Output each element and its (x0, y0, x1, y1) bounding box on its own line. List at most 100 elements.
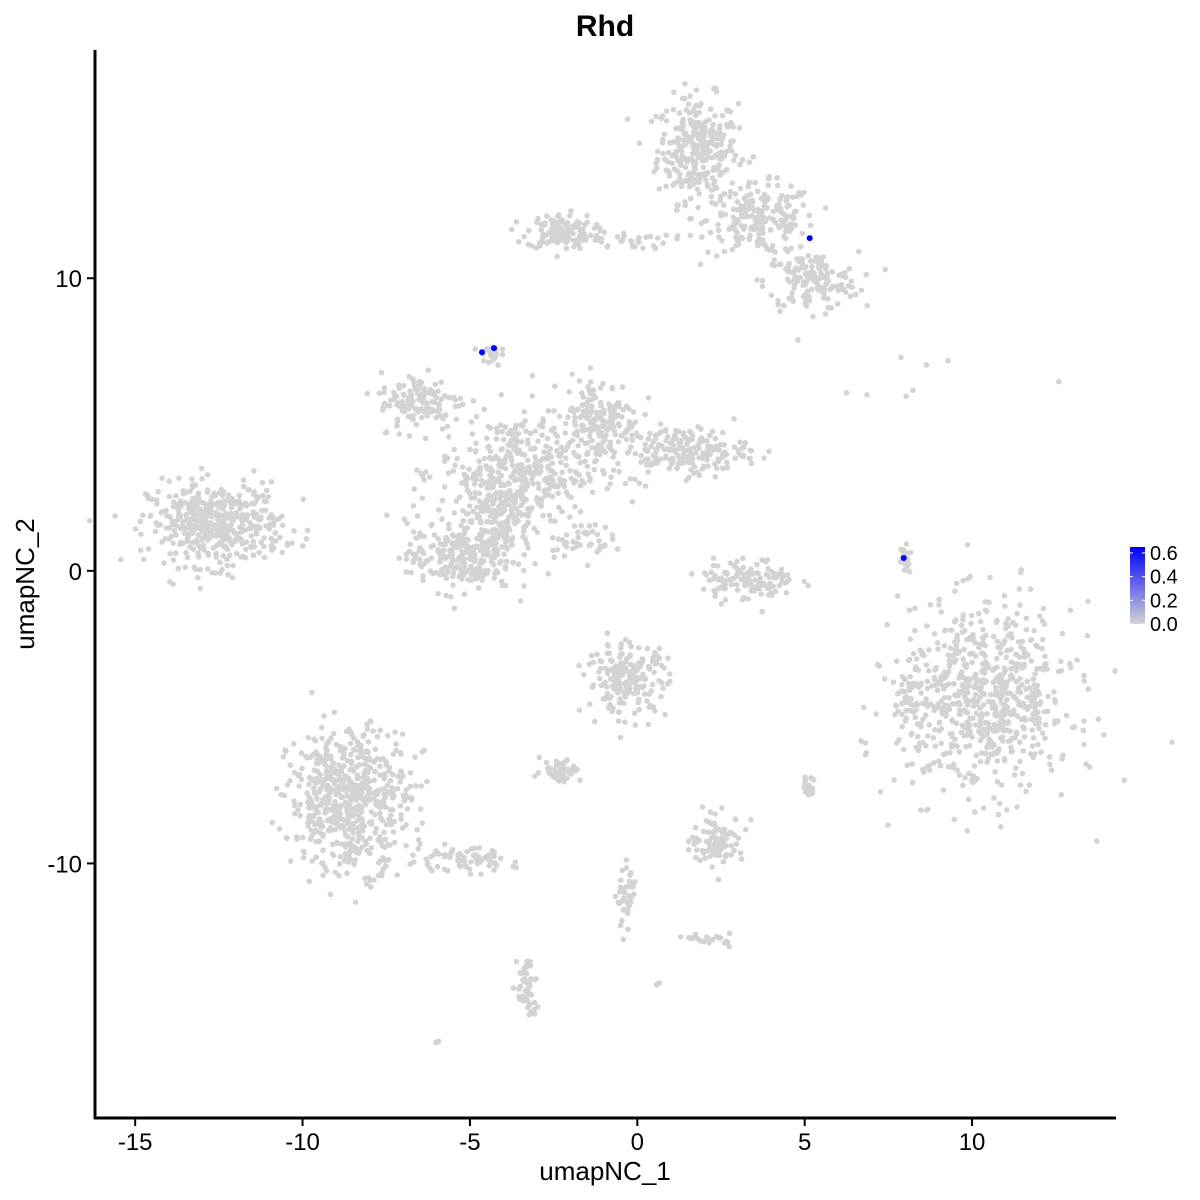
cell-point (317, 823, 324, 830)
cell-point (501, 507, 508, 513)
cell-point (708, 193, 715, 200)
cell-point (1020, 748, 1027, 754)
cell-point (587, 365, 594, 371)
cell-point (460, 567, 467, 573)
cell-point (554, 447, 560, 454)
cell-point (747, 455, 753, 462)
cell-point (385, 842, 391, 848)
cell-point (327, 891, 334, 898)
cell-point (962, 627, 968, 634)
cell-point (991, 795, 997, 801)
cell-point (498, 392, 505, 398)
cell-point (473, 440, 479, 447)
cell-point (585, 449, 591, 456)
cell-point (770, 208, 777, 215)
cell-point (352, 857, 358, 863)
cell-point (417, 806, 424, 812)
cell-point (298, 776, 305, 783)
cell-point (847, 293, 854, 300)
cell-point (789, 290, 795, 296)
cell-point (856, 248, 862, 255)
cell-point (673, 427, 679, 434)
cell-point (468, 419, 475, 425)
cell-point (724, 459, 730, 466)
cell-point (563, 532, 570, 538)
cell-point (754, 242, 761, 249)
cell-point (640, 671, 646, 678)
cell-point (564, 230, 571, 237)
cell-point (720, 579, 726, 585)
cell-point (499, 346, 506, 353)
cell-point (258, 514, 264, 520)
cell-point (626, 686, 633, 692)
cell-point (552, 470, 558, 477)
cell-point (671, 166, 678, 172)
cell-point (772, 588, 779, 595)
cell-point (884, 621, 890, 628)
cell-point (138, 531, 144, 537)
cell-point (1081, 741, 1087, 748)
cell-point (938, 740, 945, 747)
cell-point (678, 158, 684, 164)
cell-point (704, 437, 710, 444)
cell-point (699, 466, 706, 472)
cell-point (936, 719, 943, 726)
cell-point (305, 823, 311, 829)
cell-point (242, 500, 249, 507)
cell-point (141, 556, 147, 563)
cell-point (700, 586, 707, 592)
cell-point (965, 730, 972, 736)
cell-point (649, 461, 656, 467)
cell-point (556, 413, 563, 420)
cell-point (682, 130, 689, 136)
cell-point (986, 725, 993, 731)
cell-point (186, 517, 192, 523)
cell-point (1034, 666, 1040, 672)
cell-point (622, 719, 628, 725)
cell-point (474, 514, 481, 521)
cell-point (410, 559, 417, 566)
cell-point (263, 487, 270, 494)
cell-point (727, 142, 733, 149)
cell-point (407, 770, 414, 776)
cell-point (728, 842, 735, 849)
cell-point (947, 645, 954, 651)
cell-point (381, 771, 388, 777)
cell-point (972, 671, 979, 678)
cell-point (405, 398, 412, 405)
cell-point (374, 802, 380, 809)
cell-point (517, 510, 524, 516)
cell-point (990, 633, 997, 640)
cell-point (948, 627, 954, 633)
legend-tick-label: 0.0 (1150, 614, 1178, 636)
cell-point (341, 751, 347, 757)
cell-point (755, 188, 761, 195)
cell-point (720, 429, 726, 436)
cell-point (407, 783, 414, 790)
cell-point (892, 711, 898, 718)
cell-point (210, 545, 217, 551)
cell-point (698, 139, 705, 145)
cell-point (382, 804, 389, 810)
cell-point (731, 563, 737, 569)
cell-point (746, 179, 753, 186)
cell-point (515, 467, 521, 474)
cell-point (987, 574, 993, 581)
cell-point (902, 699, 909, 706)
cell-point (509, 431, 515, 438)
cell-point (161, 560, 167, 566)
cell-point (292, 802, 298, 809)
cell-point (368, 884, 374, 890)
cell-point (1095, 716, 1102, 722)
cell-point (792, 222, 798, 228)
cell-point (329, 787, 335, 794)
cell-point (977, 723, 983, 729)
cell-point (233, 550, 240, 557)
cell-point (1058, 658, 1064, 665)
cell-point (406, 394, 412, 401)
cell-point (356, 813, 362, 819)
cell-point (606, 401, 612, 408)
cell-point (938, 698, 944, 704)
cell-point (511, 475, 518, 482)
cell-point (1002, 719, 1009, 726)
